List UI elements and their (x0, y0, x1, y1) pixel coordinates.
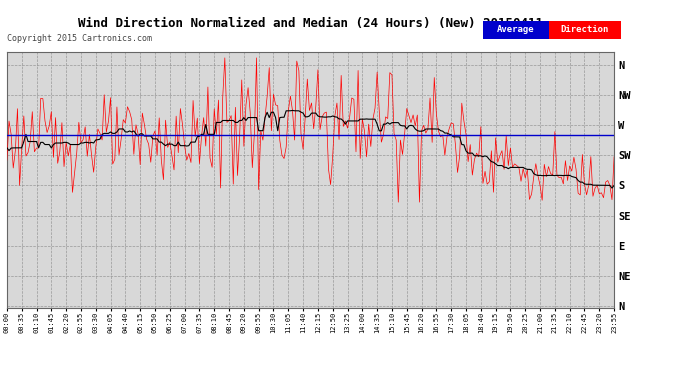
Text: Direction: Direction (560, 25, 609, 34)
Text: Wind Direction Normalized and Median (24 Hours) (New) 20150411: Wind Direction Normalized and Median (24… (78, 17, 543, 30)
Text: Copyright 2015 Cartronics.com: Copyright 2015 Cartronics.com (7, 34, 152, 43)
Text: Average: Average (497, 25, 535, 34)
